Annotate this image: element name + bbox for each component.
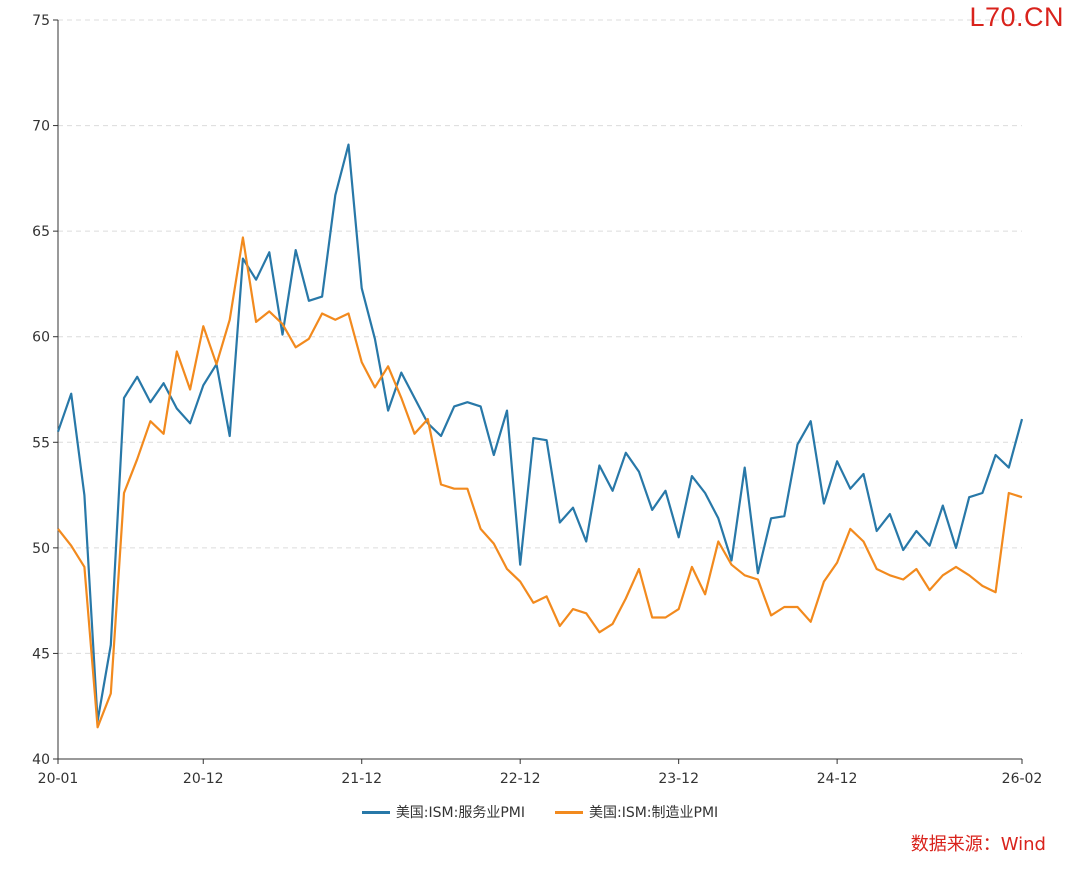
x-tick-label: 20-01 [38,771,79,787]
legend-swatch-manufacturing [555,810,583,814]
x-tick-label: 26-02 [1002,771,1043,787]
series-line-manufacturing-pmi [57,236,1023,729]
x-tick-label: 23-12 [658,771,699,787]
legend: 美国:ISM:服务业PMI 美国:ISM:制造业PMI [0,802,1080,822]
y-tick-label: 75 [32,13,50,29]
legend-item-services[interactable]: 美国:ISM:服务业PMI [361,802,525,822]
y-tick-label: 55 [32,435,50,451]
y-tick-label: 65 [32,224,50,240]
legend-label-manufacturing: 美国:ISM:制造业PMI [589,805,719,821]
y-tick-label: 60 [32,330,50,346]
y-tick-label: 70 [32,119,50,135]
y-tick-label: 50 [32,541,50,557]
x-tick-label: 22-12 [500,771,541,787]
x-tick-label: 21-12 [341,771,382,787]
y-tick-label: 40 [32,752,50,768]
x-tick-label: 24-12 [817,771,858,787]
legend-item-manufacturing[interactable]: 美国:ISM:制造业PMI [555,802,718,822]
source-note: 数据来源：Wind [910,834,1046,855]
watermark: L70.CN [969,2,1064,32]
legend-label-services: 美国:ISM:服务业PMI [395,805,525,821]
x-tick-label: 20-12 [183,771,224,787]
series-line-services-pmi [56,143,1024,723]
legend-swatch-services [361,810,390,814]
y-tick-label: 45 [32,646,50,662]
